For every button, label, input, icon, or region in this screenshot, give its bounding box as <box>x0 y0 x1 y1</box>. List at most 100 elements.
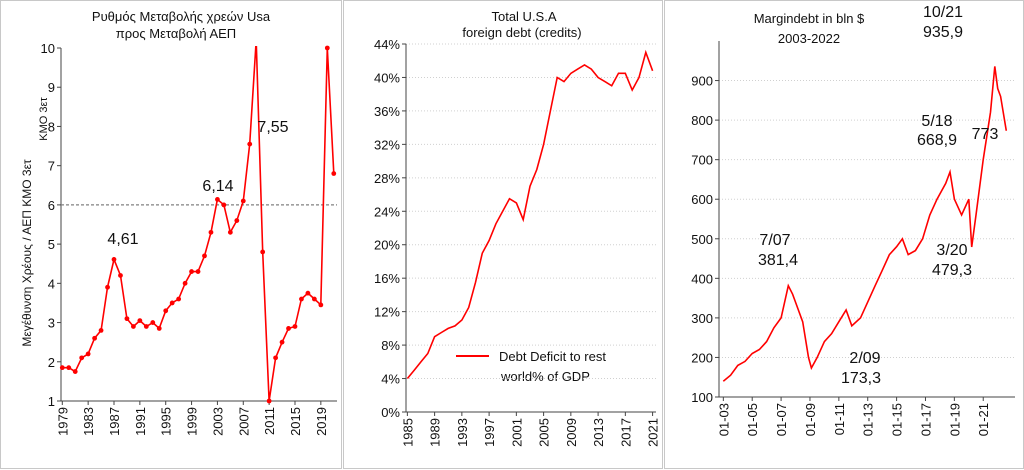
data-point <box>85 351 91 357</box>
legend-label-1: Debt Deficit to rest <box>499 349 606 364</box>
data-point <box>208 229 214 235</box>
y-tick-label: 400 <box>691 271 713 286</box>
y-tick-label: 20% <box>374 238 400 253</box>
series-line <box>62 46 335 401</box>
data-point <box>150 320 156 325</box>
annotation-label: 2/09 <box>849 350 880 367</box>
chart-margin-debt: Margindebt in bln $ 2003-2022 100 200 300 4… <box>691 4 1015 436</box>
y-tick-label: 3 <box>48 316 55 331</box>
data-point <box>305 290 311 296</box>
y-tick-label: 6 <box>48 198 55 213</box>
y-tick-label: 300 <box>691 311 713 326</box>
y-axis-label: Μεγέθυνση Χρέους / ΑΕΠ ΚΜΟ 3ετ <box>20 159 34 347</box>
y-tick-label: 5 <box>48 237 55 252</box>
y-tick-label: 12% <box>374 305 400 320</box>
data-point <box>118 273 123 278</box>
y-tick-label: 16% <box>374 271 400 286</box>
data-point <box>66 365 72 371</box>
annotation-label: 935,9 <box>923 24 963 41</box>
side-label: ΚΜΟ 3ετ <box>38 97 50 141</box>
y-tick-label: 10 <box>41 41 55 56</box>
data-point <box>292 324 298 329</box>
chart-debt-growth-ratio: Ρυθμός Μεταβολής χρεών Usa προς Μεταβολή… <box>20 9 337 436</box>
x-tick-label: 1991 <box>133 407 148 436</box>
x-tick-label: 1993 <box>455 418 470 447</box>
data-point <box>202 253 207 259</box>
x-tick-label: 01-17 <box>918 403 933 436</box>
y-tick-label: 8% <box>381 338 400 353</box>
x-tick-label: 01-03 <box>716 403 731 436</box>
x-tick-label: 2005 <box>537 418 552 447</box>
data-point <box>195 269 201 274</box>
x-tick-label: 1987 <box>107 407 122 436</box>
chart-title: Ρυθμός Μεταβολής χρεών Usa <box>92 9 271 24</box>
x-tick-label: 01-09 <box>803 403 818 436</box>
x-tick-label: 2003 <box>210 407 225 436</box>
data-point <box>240 198 246 204</box>
chart-subtitle: foreign debt (credits) <box>462 25 581 40</box>
y-tick-label: 28% <box>374 171 400 186</box>
x-tick-label: 01-05 <box>745 403 760 436</box>
data-point <box>163 308 169 314</box>
x-tick-label: 1979 <box>55 407 70 436</box>
data-point <box>156 326 162 331</box>
data-point <box>318 302 324 308</box>
data-point <box>169 300 175 306</box>
chart-panel-debt-growth-ratio: Ρυθμός Μεταβολής χρεών Usa προς Μεταβολή… <box>0 0 342 469</box>
x-tick-label: 01-13 <box>861 403 876 436</box>
data-point <box>215 196 220 202</box>
annotation-label: 773 <box>972 126 999 143</box>
x-tick-label: 01-07 <box>774 403 789 436</box>
data-point <box>98 328 104 333</box>
y-tick-label: 4 <box>48 276 55 291</box>
x-tick-label: 1999 <box>185 407 200 436</box>
data-point <box>105 284 110 290</box>
data-point <box>324 45 330 51</box>
x-tick-label: 01-21 <box>976 403 991 436</box>
data-point <box>279 339 285 345</box>
chart-title: Margindebt in bln $ <box>754 11 865 26</box>
y-tick-label: 24% <box>374 204 400 219</box>
annotation-label: 3/20 <box>936 242 967 259</box>
y-tick-label: 40% <box>374 70 400 85</box>
y-tick-label: 8 <box>48 119 55 134</box>
chart-panel-foreign-debt: Total U.S.A foreign debt (credits) Debt … <box>343 0 663 469</box>
legend-label-2: world% of GDP <box>500 369 590 384</box>
y-tick-label: 700 <box>691 153 713 168</box>
data-point <box>247 141 253 147</box>
x-tick-label: 1989 <box>428 418 443 447</box>
data-point <box>331 171 337 176</box>
data-point <box>92 335 98 341</box>
y-tick-label: 1 <box>48 394 55 409</box>
data-point <box>111 257 117 262</box>
y-tick-label: 2 <box>48 355 55 370</box>
annotation-label: 479,3 <box>932 262 972 279</box>
chart-panel-margin-debt: Margindebt in bln $ 2003-2022 100 200 300 4… <box>664 0 1024 469</box>
y-tick-label: 36% <box>374 104 400 119</box>
x-tick-label: 01-11 <box>832 403 847 435</box>
data-point <box>59 365 65 371</box>
chart-foreign-debt: Total U.S.A foreign debt (credits) Debt … <box>374 9 661 447</box>
data-point <box>234 218 240 223</box>
x-tick-label: 2013 <box>591 418 606 447</box>
data-point <box>299 296 304 302</box>
data-point <box>72 369 78 374</box>
x-tick-label: 2007 <box>236 407 251 436</box>
annotation-label: 6,14 <box>202 178 233 195</box>
annotation-label: 5/18 <box>921 113 952 130</box>
data-point <box>143 324 149 329</box>
annotation-label: 7/07 <box>759 232 790 249</box>
y-tick-label: 500 <box>691 232 713 247</box>
data-point <box>176 296 182 302</box>
data-point <box>182 280 188 286</box>
chart-subtitle: 2003-2022 <box>778 31 840 46</box>
data-point <box>273 355 278 361</box>
chart-title: Total U.S.A <box>491 9 556 24</box>
data-point <box>227 229 233 235</box>
data-point <box>137 318 143 323</box>
annotation-label: 381,4 <box>758 252 798 269</box>
x-tick-label: 2001 <box>509 418 524 447</box>
x-tick-label: 1995 <box>159 407 174 436</box>
x-tick-label: 2015 <box>288 407 303 436</box>
y-tick-label: 7 <box>48 159 55 174</box>
